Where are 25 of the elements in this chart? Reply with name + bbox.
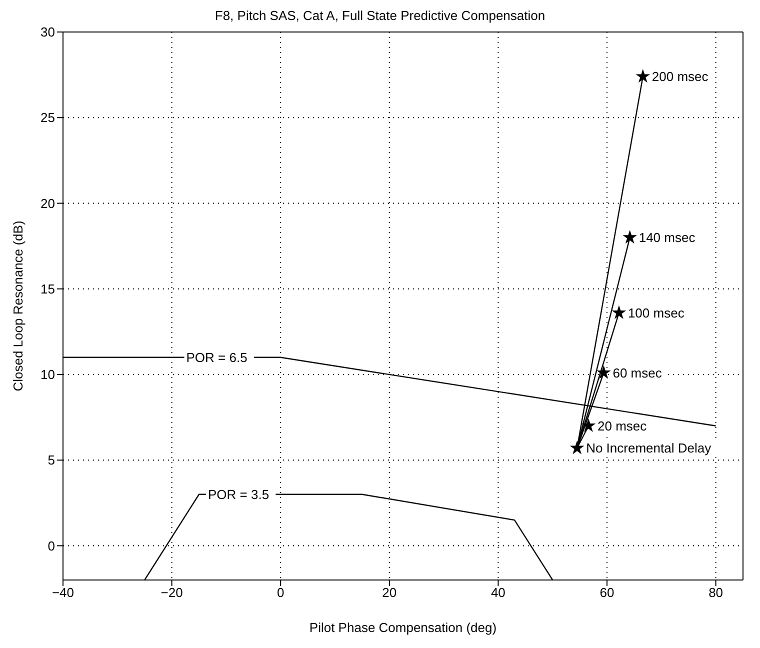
annotation: No Incremental Delay xyxy=(586,440,712,456)
y-tick-label: 10 xyxy=(40,367,55,382)
y-axis-title: Closed Loop Resonance (dB) xyxy=(10,220,26,392)
x-tick-label: −20 xyxy=(160,585,183,600)
x-tick-label: 20 xyxy=(382,585,397,600)
x-tick-label: 0 xyxy=(276,585,284,600)
y-tick-label: 5 xyxy=(48,452,55,468)
chart-title: F8, Pitch SAS, Cat A, Full State Predictive Compensation xyxy=(214,8,546,23)
y-tick-label: 25 xyxy=(40,110,55,126)
x-tick-label: 60 xyxy=(600,585,614,600)
annotation: POR = 6.5 xyxy=(186,350,248,365)
annotation: 20 msec xyxy=(598,418,648,434)
y-tick-label: 15 xyxy=(40,281,55,296)
y-tick-label: 20 xyxy=(40,196,55,211)
x-tick-label: 40 xyxy=(490,585,506,600)
y-tick-label: 30 xyxy=(40,24,55,40)
y-tick-label: 0 xyxy=(48,538,55,554)
annotation: 200 msec xyxy=(652,69,709,84)
x-tick-label: −40 xyxy=(52,585,74,600)
annotation: 140 msec xyxy=(638,230,696,246)
x-axis-title: Pilot Phase Compensation (deg) xyxy=(309,620,497,635)
x-tick-label: 80 xyxy=(708,585,724,600)
annotation: 100 msec xyxy=(628,305,685,320)
annotation: 60 msec xyxy=(612,365,662,380)
annotation: POR = 3.5 xyxy=(208,486,270,502)
